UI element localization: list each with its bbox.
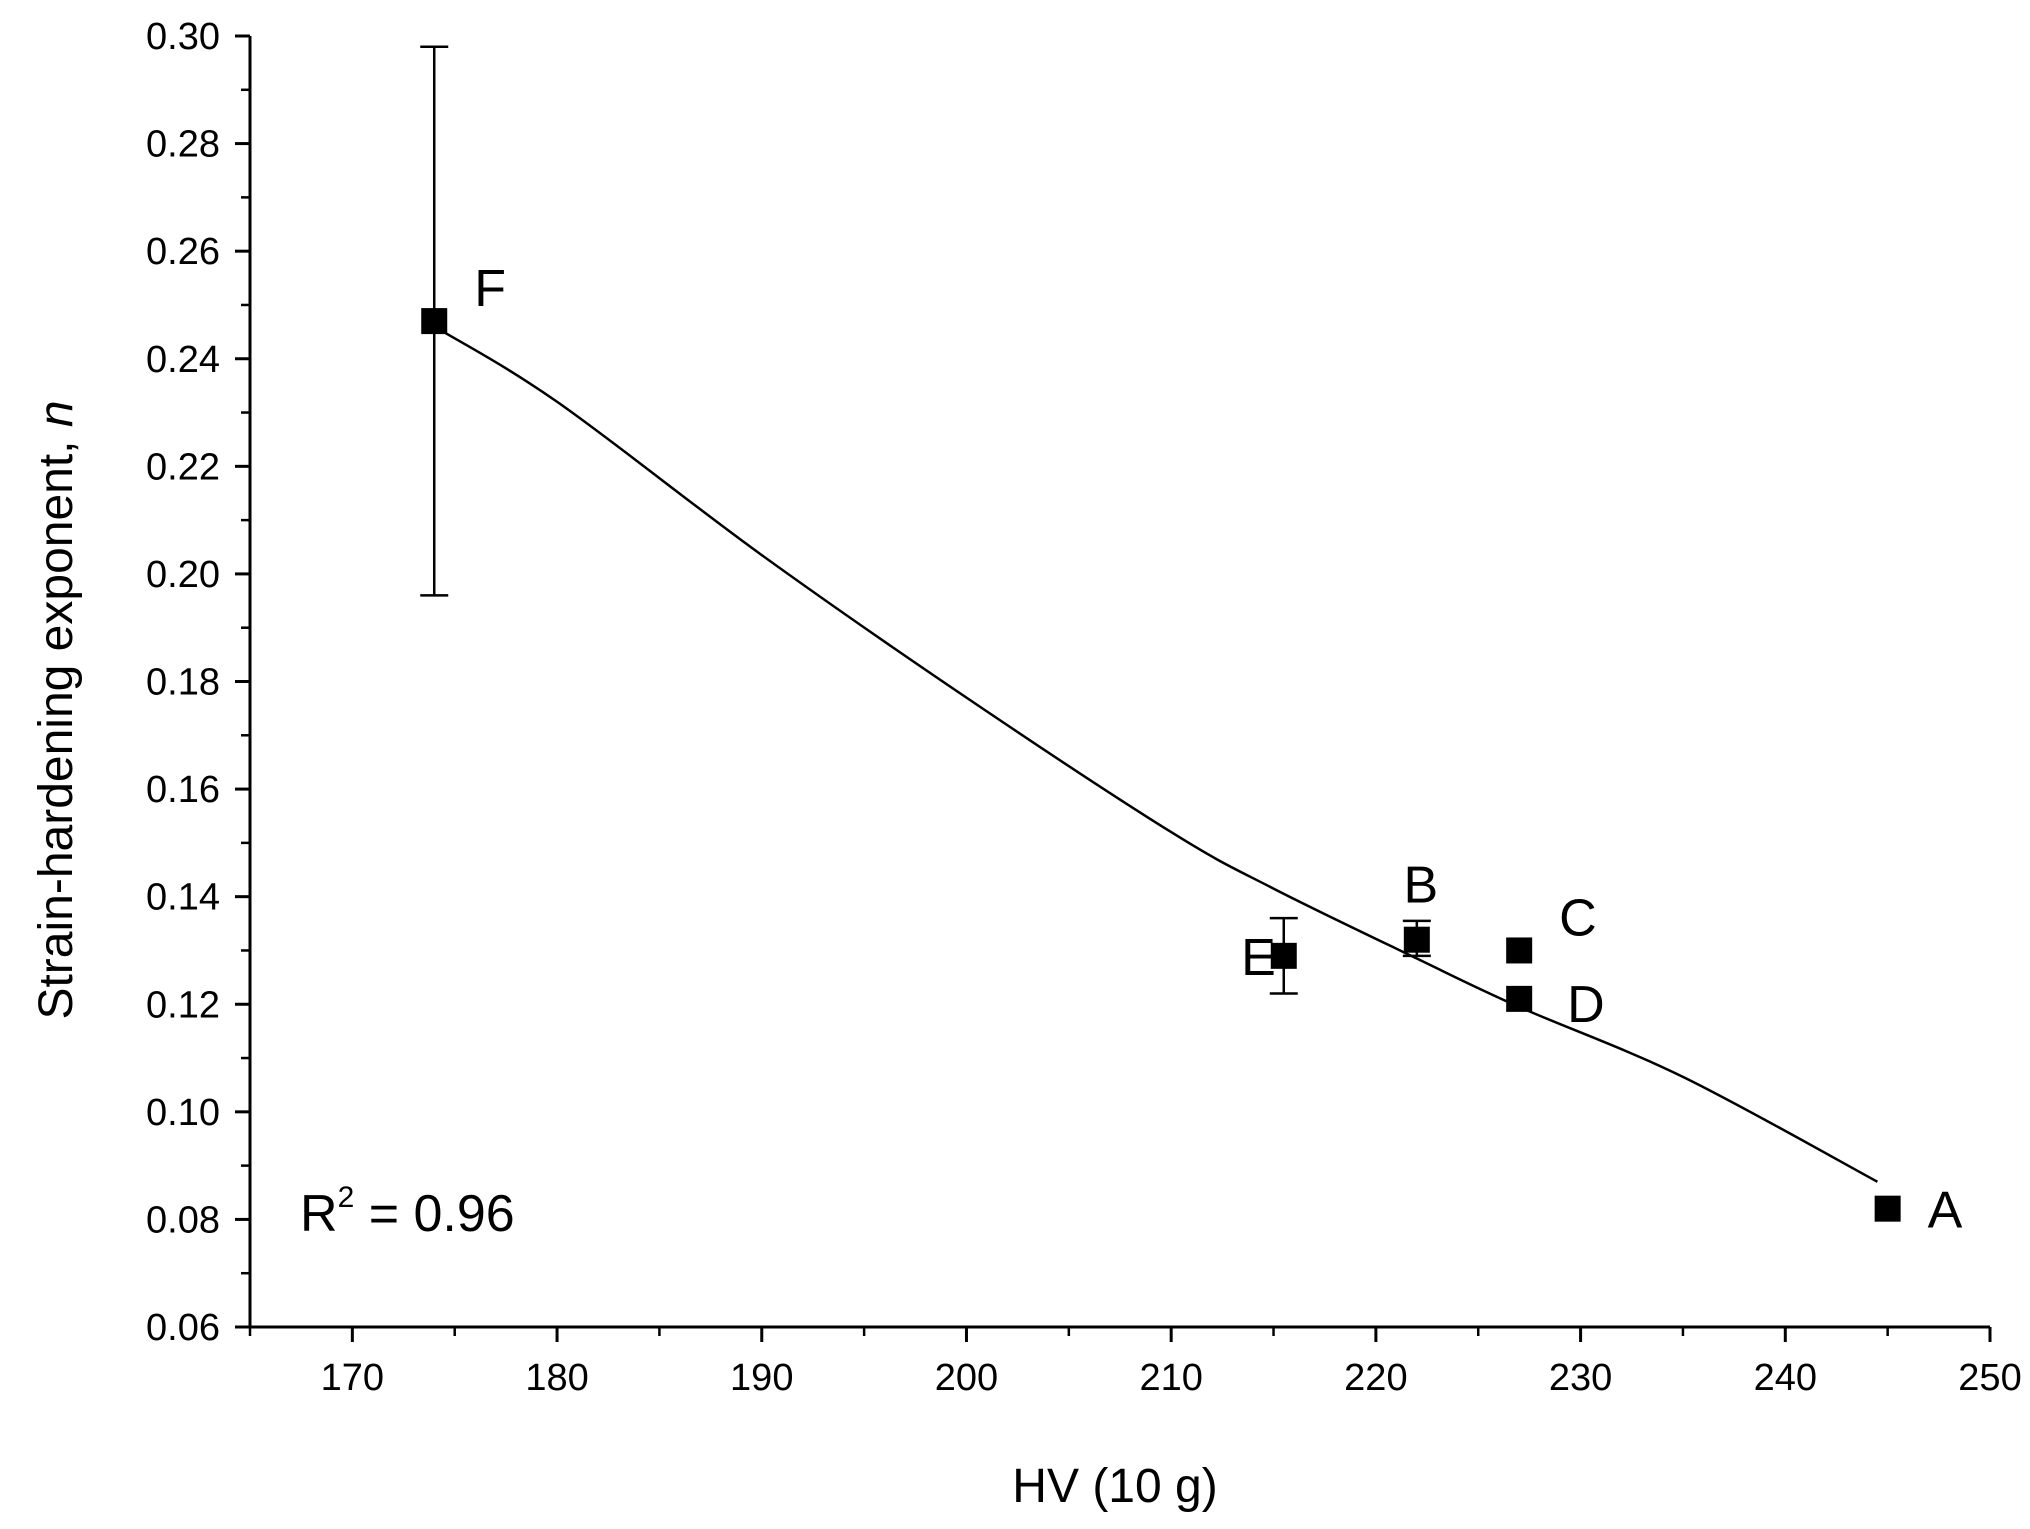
r-squared-annotation: R2 = 0.96 — [300, 1181, 515, 1243]
x-axis-title: HV (10 g) — [1012, 1460, 1217, 1513]
y-tick-label: 0.22 — [146, 446, 220, 488]
r2-letter: R — [300, 1185, 338, 1243]
r2-superscript: 2 — [338, 1181, 355, 1214]
point-marker — [1506, 937, 1533, 964]
y-tick-label: 0.12 — [146, 984, 220, 1026]
x-tick-label: 220 — [1344, 1357, 1407, 1399]
point-label: B — [1403, 857, 1438, 915]
x-tick-label: 180 — [525, 1357, 588, 1399]
point-label: A — [1928, 1182, 1963, 1240]
x-tick-label: 200 — [935, 1357, 998, 1399]
point-marker — [1270, 942, 1297, 969]
y-tick-label: 0.28 — [146, 124, 220, 166]
y-tick-label: 0.20 — [146, 554, 220, 596]
x-tick-label: 240 — [1754, 1357, 1817, 1399]
data-point-b: B — [1402, 857, 1438, 958]
data-points: F E B CD A — [420, 45, 1963, 1240]
point-label: D — [1567, 976, 1605, 1034]
data-point-f: F — [420, 45, 506, 597]
y-axis-ticks: 0.06 0.08 0.10 0.12 0.14 0.16 0.18 0.20 0.22 0.24… — [146, 16, 250, 1349]
point-label: F — [474, 260, 506, 318]
axes — [248, 36, 1990, 1329]
y-tick-label: 0.30 — [146, 16, 220, 58]
point-label: C — [1559, 889, 1597, 947]
point-marker — [421, 308, 448, 335]
point-marker — [1874, 1195, 1901, 1222]
y-axis-title-text: Strain-hardening exponent, — [30, 427, 83, 1019]
data-point-a: A — [1874, 1182, 1963, 1240]
y-tick-label: 0.18 — [146, 662, 220, 704]
fit-curve — [433, 325, 1879, 1183]
data-point-e: E — [1241, 916, 1298, 995]
point-label: E — [1241, 929, 1276, 987]
x-tick-label: 210 — [1139, 1357, 1202, 1399]
y-tick-label: 0.10 — [146, 1092, 220, 1134]
y-axis-title-italic: n — [30, 400, 83, 427]
x-tick-label: 190 — [730, 1357, 793, 1399]
x-tick-label: 250 — [1958, 1357, 2021, 1399]
r2-value: = 0.96 — [354, 1185, 514, 1243]
y-tick-label: 0.06 — [146, 1307, 220, 1349]
y-tick-label: 0.24 — [146, 339, 220, 381]
data-point-d: D — [1506, 976, 1605, 1034]
x-tick-label: 170 — [321, 1357, 384, 1399]
y-tick-label: 0.26 — [146, 231, 220, 273]
y-tick-label: 0.16 — [146, 769, 220, 811]
point-marker — [1506, 985, 1533, 1012]
x-tick-label: 230 — [1549, 1357, 1612, 1399]
y-tick-label: 0.14 — [146, 877, 220, 919]
point-marker — [1403, 926, 1430, 953]
y-axis-title: Strain-hardening exponent, n — [30, 400, 83, 1019]
y-tick-label: 0.08 — [146, 1199, 220, 1241]
data-point-c: C — [1506, 889, 1597, 964]
x-axis-ticks: 170 180 190 200 210 220 230 240 250 — [248, 1327, 2022, 1399]
